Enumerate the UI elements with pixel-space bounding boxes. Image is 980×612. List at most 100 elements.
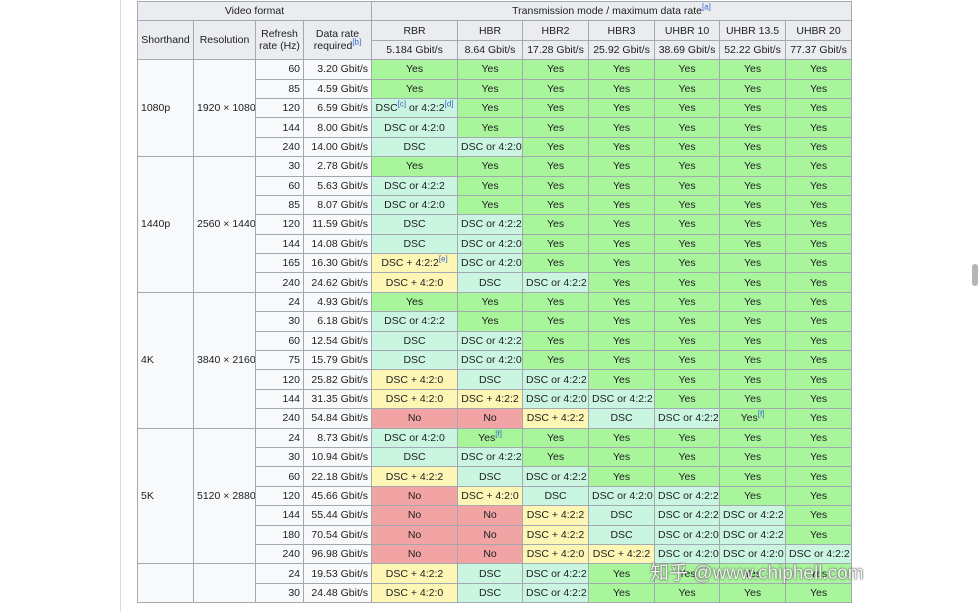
cell-text: Yes (481, 82, 499, 95)
cell-text: Yes (546, 179, 565, 192)
cell-text: 25.92 Gbit/s (593, 43, 650, 56)
support-cell: Yes (588, 427, 656, 448)
mode-header: UHBR 10 (654, 20, 721, 41)
header-row: Shorthand Resolution Refresh rate (Hz) Data… (137, 20, 852, 61)
cell-text: DSC (478, 567, 502, 580)
cell-text: Yes (612, 373, 631, 386)
support-cell: Yes (588, 563, 656, 584)
support-cell: Yes (785, 253, 852, 274)
cell-text: Yes (546, 237, 565, 250)
rate-cell: 3.20 Gbit/s (302, 59, 373, 80)
support-cell: Yes (588, 272, 656, 293)
cell-text: DSC or 4:2:0 (461, 237, 522, 250)
support-cell: Yes (371, 291, 459, 313)
support-cell: Yes (719, 427, 787, 448)
cell-text: UHBR 10 (664, 24, 710, 37)
cell-text: Yes (481, 315, 499, 328)
support-cell: Yes (719, 330, 787, 352)
support-cell: Yes (719, 563, 787, 584)
support-cell: DSC or 4:2:2 (457, 214, 524, 235)
cell-text: Yes (740, 412, 758, 425)
support-cell: Yes (654, 214, 721, 235)
cell-text: Yes (678, 354, 696, 367)
cell-text: Yes (678, 567, 696, 580)
cell-text: Yes (809, 102, 828, 115)
support-cell: Yes (719, 311, 787, 332)
data-row: 120 11.59 Gbit/s DSC DSC or 4:2:2 Yes Yes Yes Y… (138, 214, 852, 235)
support-cell: DSC or 4:2:2 (719, 524, 787, 545)
refresh-cell: 144 (255, 505, 304, 526)
header-cell: Shorthand (137, 20, 194, 61)
refresh-cell: 240 (255, 543, 304, 565)
support-cell: DSC (371, 233, 459, 255)
support-cell: DSC (588, 408, 656, 429)
support-cell: Yes (785, 408, 852, 429)
support-cell: Yes (654, 233, 721, 255)
cell-text: DSC (403, 334, 426, 347)
cell-text: Yes (809, 276, 828, 289)
support-cell: Yes (654, 466, 721, 487)
support-cell: Yes (719, 156, 787, 177)
cell-text: 30 (288, 451, 300, 464)
cell-text: DSC + 4:2:2 (385, 567, 444, 580)
cell-text: No (483, 548, 497, 561)
cell-text: Yes (678, 63, 696, 76)
cell-text: DSC or 4:2:2 (592, 393, 653, 405)
cell-text: 10.94 Gbit/s (311, 451, 369, 464)
cell-text: Yes (481, 296, 499, 309)
support-cell: Yes (522, 117, 590, 138)
support-cell: DSC + 4:2:0 (457, 485, 524, 507)
cell-text: No (483, 509, 497, 522)
cell-text: Yes (612, 451, 631, 464)
cell-text: 165 (282, 257, 300, 270)
support-cell: Yes (654, 350, 721, 371)
support-cell: Yes (719, 369, 787, 390)
support-cell: DSC (457, 272, 524, 293)
support-cell: Yes (588, 330, 656, 352)
rate-cell: 19.53 Gbit/s (302, 563, 373, 584)
cell-text: 60 (288, 470, 300, 483)
support-cell: DSC or 4:2:0 (588, 485, 656, 507)
cell-text: Yes (612, 470, 631, 483)
refresh-cell: 60 (255, 330, 304, 352)
shorthand-cell: 4K (137, 291, 194, 429)
support-cell: DSC (371, 446, 459, 468)
cell-text: Yes (612, 82, 631, 95)
support-cell: Yes (785, 388, 852, 410)
footnote: [f] (495, 429, 502, 439)
footnote: [b] (352, 37, 362, 47)
support-cell: Yes (785, 97, 852, 119)
data-row: 120 25.82 Gbit/s DSC + 4:2:0 DSC DSC or 4:2:… (138, 369, 852, 390)
support-cell: Yes (654, 369, 721, 390)
support-cell: Yes (588, 253, 656, 274)
cell-text: 240 (282, 548, 300, 561)
data-row: 144 14.08 Gbit/s DSC DSC or 4:2:0 Yes Yes Yes Y… (138, 233, 852, 255)
header-cell: Refresh rate (Hz) (255, 20, 304, 61)
cell-text: Yes (612, 586, 631, 599)
cell-text: 24.62 Gbit/s (311, 276, 369, 289)
rate-cell: 96.98 Gbit/s (302, 543, 373, 565)
cell-text: Yes (546, 315, 565, 328)
rate-header: 25.92 Gbit/s (588, 39, 656, 61)
support-cell: DSC (588, 505, 656, 526)
cell-text: 17.28 Gbit/s (527, 43, 584, 56)
support-cell: Yes (719, 582, 787, 604)
cell-text: Yes (678, 276, 696, 289)
support-cell: Yes (522, 156, 590, 177)
cell-text: 31.35 Gbit/s (311, 393, 369, 405)
rate-cell: 6.18 Gbit/s (302, 311, 373, 332)
cell-text: 144 (282, 393, 300, 405)
support-cell: DSC or 4:2:2 (785, 543, 852, 565)
cell-text: Yes (809, 431, 828, 444)
cell-text: 3840 × 2160 (197, 354, 256, 367)
refresh-cell: 24 (255, 563, 304, 584)
support-cell: Yes (371, 59, 459, 80)
support-cell: DSC (457, 466, 524, 487)
scrollbar[interactable] (972, 264, 978, 286)
support-cell: Yes (588, 214, 656, 235)
cell-text: Yes (678, 431, 696, 444)
cell-text: 120 (282, 102, 300, 115)
support-cell: Yes (785, 78, 852, 99)
cell-text: Yes (809, 315, 828, 328)
support-cell: Yes (654, 175, 721, 196)
